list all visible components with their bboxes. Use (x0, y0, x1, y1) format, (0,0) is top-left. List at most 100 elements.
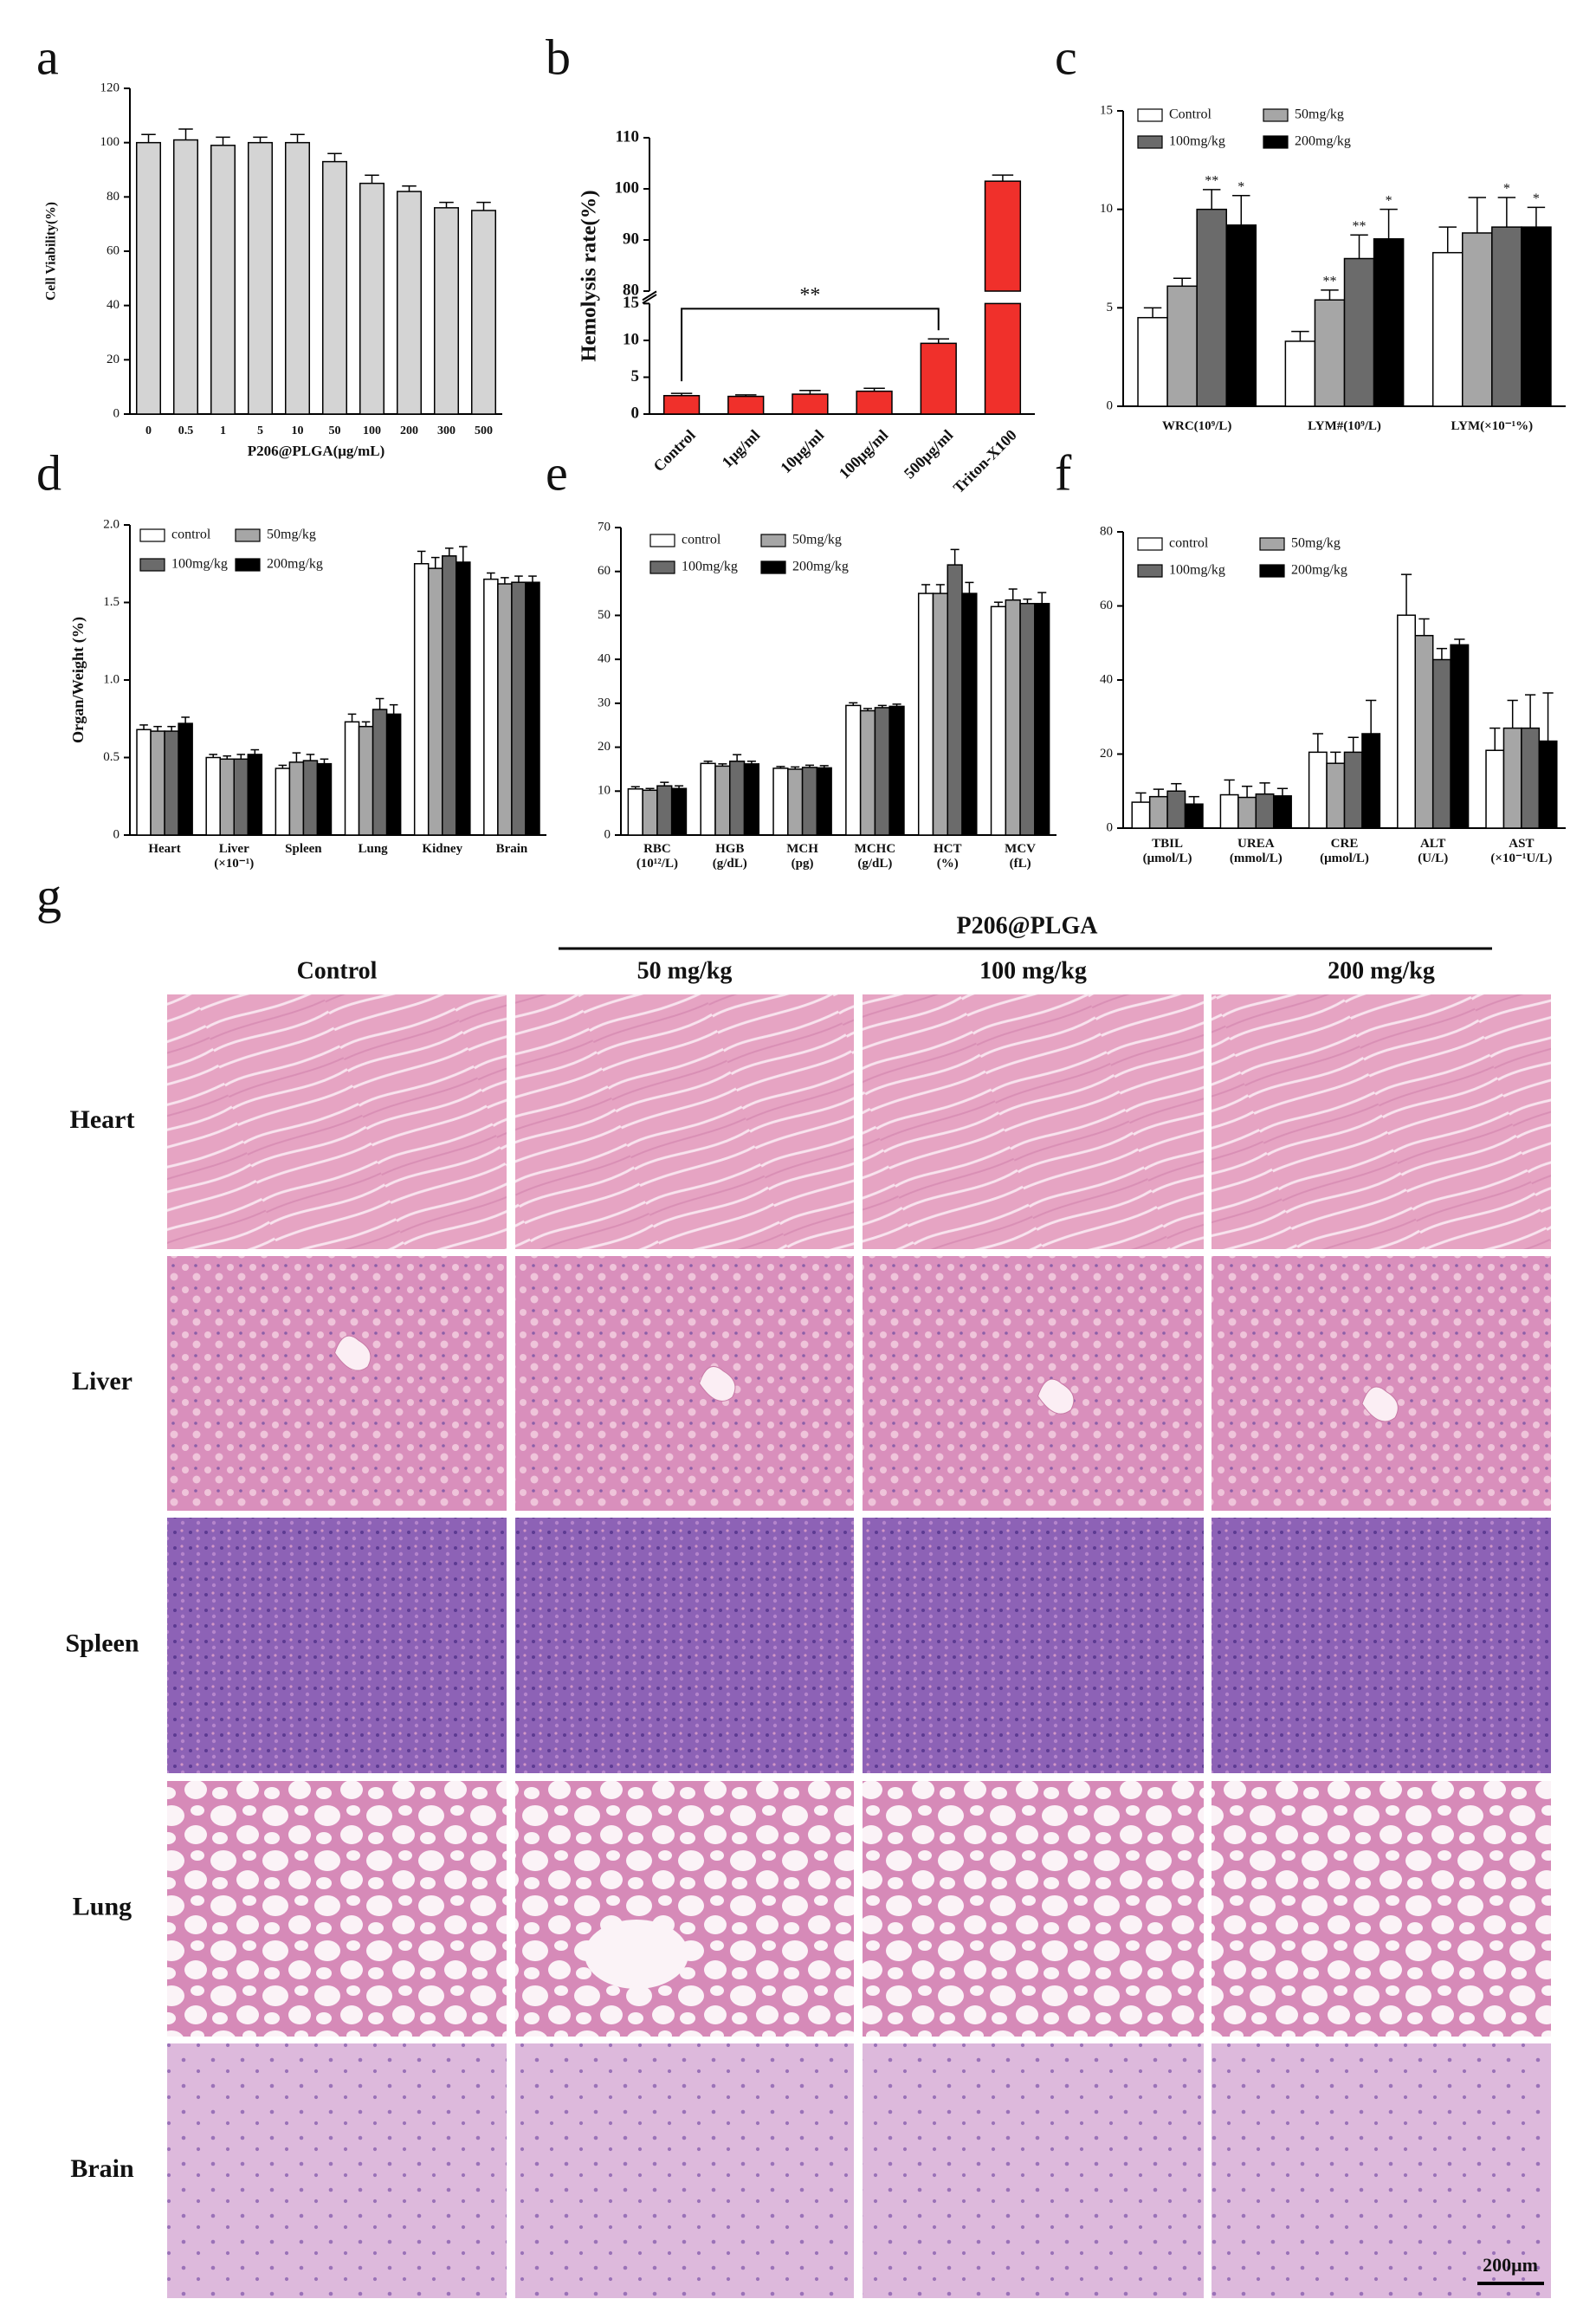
tissue-image (167, 1781, 507, 2037)
y-tick-label: 20 (598, 740, 611, 754)
bar (210, 145, 236, 415)
bar (984, 180, 1022, 292)
tissue-image (515, 1518, 854, 1773)
bar (1450, 644, 1470, 829)
tissue-image (863, 2043, 1204, 2298)
legend-label: 100mg/kg (1169, 134, 1225, 149)
y-tick-label: 60 (598, 564, 611, 578)
bar (845, 704, 862, 836)
bar (700, 762, 716, 836)
y-tick-label: 80 (1100, 524, 1113, 538)
bar (1491, 226, 1522, 407)
bar (1148, 795, 1168, 829)
bar (205, 756, 221, 836)
tissue-image (1212, 1256, 1551, 1511)
bar (1237, 796, 1257, 829)
tissue-image (1212, 1781, 1551, 2037)
bar (1397, 614, 1417, 829)
legend-swatch (1137, 135, 1163, 149)
legend-swatch (649, 560, 675, 574)
bar (670, 787, 688, 836)
bar (920, 342, 957, 415)
legend-swatch (760, 534, 786, 547)
column-header: 100 mg/kg (979, 957, 1087, 984)
legend-label: 50mg/kg (1291, 536, 1341, 551)
scale-bar-label: 200μm (1483, 2254, 1538, 2276)
significance: ** (1205, 174, 1218, 189)
x-tick-label: LYM(×10⁻¹%) (1451, 419, 1534, 433)
x-axis-label: P206@PLGA(μg/mL) (248, 443, 385, 459)
bar (442, 555, 457, 836)
bar (1166, 790, 1186, 829)
row-label: Liver (72, 1367, 132, 1396)
x-tick-label: Spleen (285, 842, 322, 856)
x-tick-label: Brain (495, 842, 528, 856)
significance: * (1237, 179, 1244, 194)
row-label: Heart (70, 1105, 135, 1134)
y-tick-label: 0 (631, 404, 640, 422)
y-tick-label: 10 (598, 784, 611, 798)
bar (150, 730, 165, 836)
bar (984, 302, 1022, 415)
legend-label: 50mg/kg (1295, 107, 1344, 122)
legend-label: 50mg/kg (792, 533, 842, 547)
panel-label: a (36, 29, 59, 85)
bar (525, 581, 540, 836)
panel-label: b (546, 29, 571, 85)
y-axis-label: Cell Viability(%) (44, 202, 59, 301)
bar (1343, 751, 1363, 829)
axis-break (642, 290, 657, 301)
x-tick-label: MCV (fL) (1005, 842, 1036, 871)
x-tick-label: Liver (×10⁻¹) (214, 842, 255, 871)
bar (178, 722, 193, 836)
tissue-image (515, 2043, 854, 2298)
x-tick-label: Lung (358, 842, 388, 856)
x-tick-label: CRE (μmol/L) (1320, 837, 1369, 866)
bar (1462, 232, 1493, 407)
bar (1431, 658, 1451, 829)
group-label: P206@PLGA (957, 912, 1099, 939)
y-tick-label: 10 (623, 330, 639, 348)
bar (483, 578, 499, 836)
x-tick-label: 1 (220, 424, 226, 437)
x-tick-label: RBC (10¹²/L) (636, 842, 678, 871)
bar (714, 765, 731, 836)
y-tick-label: 110 (616, 127, 639, 146)
bar (743, 763, 760, 836)
bar (219, 758, 235, 836)
y-tick-label: 15 (623, 294, 639, 312)
legend-swatch (235, 558, 261, 572)
bar (859, 709, 876, 836)
y-tick-label: 50 (598, 608, 611, 622)
legend-label: control (1169, 536, 1209, 551)
bar (1521, 727, 1541, 829)
bar (1166, 285, 1198, 407)
x-tick-label: 0.5 (178, 424, 194, 437)
legend-swatch (760, 560, 786, 574)
y-tick-label: 5 (1107, 301, 1114, 314)
y-tick-label: 120 (100, 81, 120, 94)
bar (321, 160, 348, 415)
y-tick-label: 40 (1100, 672, 1113, 686)
significance-bracket (681, 308, 940, 382)
bar (932, 593, 948, 836)
legend-swatch (1137, 564, 1163, 578)
bar (284, 141, 311, 415)
bar (1019, 602, 1036, 836)
x-tick-label: UREA (mmol/L) (1229, 837, 1283, 866)
significance: ** (799, 284, 820, 307)
bar (772, 767, 789, 836)
y-tick-label: 30 (598, 696, 611, 709)
legend-label: 200mg/kg (1291, 563, 1347, 578)
bar (316, 762, 333, 836)
bar (1272, 795, 1292, 829)
legend-label: 200mg/kg (1295, 134, 1351, 149)
x-tick-label: TBIL (μmol/L) (1142, 837, 1192, 866)
panel-label: d (36, 444, 61, 501)
y-tick-label: 40 (107, 298, 120, 312)
y-tick-label: 100 (100, 135, 120, 149)
tissue-image (863, 1518, 1204, 1773)
central-vein (1037, 1378, 1075, 1415)
x-tick-label: 200 (400, 424, 418, 437)
